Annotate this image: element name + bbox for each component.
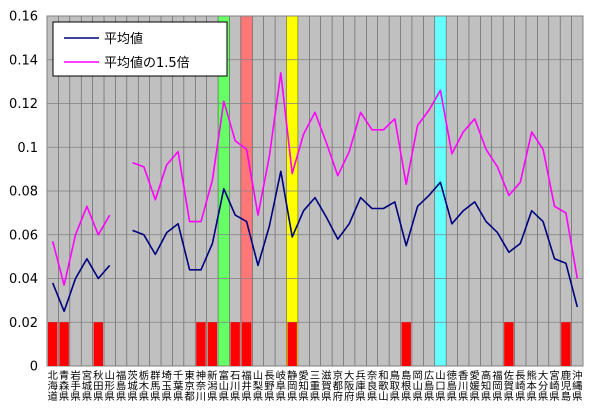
x-tick-label: 北海道 bbox=[48, 370, 59, 403]
x-tick-label: 青森県 bbox=[59, 369, 70, 403]
x-tick-label: 群馬県 bbox=[150, 369, 161, 403]
x-tick-label: 富山県 bbox=[219, 369, 229, 403]
red-marker-bar bbox=[241, 322, 252, 366]
x-tick-label: 広島県 bbox=[424, 369, 434, 403]
x-tick-label: 宮城県 bbox=[82, 369, 93, 403]
x-tick-label: 滋賀県 bbox=[321, 369, 332, 403]
x-tick-label: 福島県 bbox=[116, 369, 126, 403]
legend: 平均値 平均値の1.5倍 bbox=[52, 21, 228, 77]
x-tick-label: 千葉県 bbox=[173, 370, 184, 403]
x-tick-label: 鳥取県 bbox=[390, 369, 401, 403]
red-marker-bar bbox=[48, 322, 58, 366]
y-tick-label: 0.04 bbox=[9, 272, 38, 287]
x-tick-label: 和歌山 bbox=[378, 370, 389, 403]
x-tick-label: 山形県 bbox=[105, 370, 116, 403]
legend-label-average: 平均値 bbox=[104, 31, 143, 47]
x-tick-label: 石川県 bbox=[230, 370, 240, 403]
x-tick-label: 徳島県 bbox=[447, 369, 458, 403]
x-tick-label: 栃木県 bbox=[139, 369, 150, 403]
series-line-average bbox=[51, 257, 111, 313]
red-marker-bar bbox=[196, 322, 206, 366]
x-tick-label: 大分県 bbox=[538, 369, 548, 403]
x-axis-ticks: 北海道青森県岩手県宮城県秋田県山形県福島県茨城県栃木県群馬県埼玉県千葉県東京都神… bbox=[48, 369, 584, 403]
x-tick-label: 沖縄県 bbox=[572, 369, 583, 403]
series-line-average bbox=[132, 170, 579, 308]
y-tick-label: 0.08 bbox=[9, 185, 38, 200]
x-tick-label: 静岡県 bbox=[287, 369, 298, 403]
red-marker-bar bbox=[504, 322, 514, 366]
x-tick-label: 長野県 bbox=[264, 370, 275, 403]
y-tick-label: 0.14 bbox=[9, 53, 38, 68]
x-tick-label: 岐阜県 bbox=[276, 369, 287, 403]
x-tick-label: 新潟県 bbox=[207, 369, 217, 403]
series-lines bbox=[51, 72, 579, 313]
x-tick-label: 島根県 bbox=[401, 369, 412, 403]
x-tick-label: 兵庫県 bbox=[355, 369, 365, 403]
x-tick-label: 熊本県 bbox=[526, 369, 537, 403]
y-tick-label: 0.1 bbox=[17, 141, 38, 156]
x-tick-label: 山梨県 bbox=[253, 370, 264, 403]
y-tick-label: 0 bbox=[30, 360, 38, 375]
red-marker-bar bbox=[561, 322, 571, 366]
red-marker-bar bbox=[287, 322, 297, 366]
x-tick-label: 岡山県 bbox=[412, 370, 422, 403]
x-tick-label: 宮崎県 bbox=[549, 369, 559, 403]
x-tick-label: 鹿児島 bbox=[561, 369, 571, 403]
red-marker-bar bbox=[207, 322, 218, 366]
x-tick-label: 長崎県 bbox=[515, 370, 526, 403]
legend-label-1-5x: 平均値の1.5倍 bbox=[104, 55, 190, 71]
x-tick-label: 京都府 bbox=[333, 369, 343, 403]
red-markers bbox=[48, 322, 571, 366]
red-marker-bar bbox=[401, 322, 411, 366]
x-tick-label: 神奈川 bbox=[196, 369, 207, 403]
x-tick-label: 福岡県 bbox=[492, 369, 502, 403]
y-axis-ticks: 0 0.02 0.04 0.06 0.08 0.1 0.12 0.14 0.16 bbox=[9, 10, 38, 375]
x-tick-label: 香川県 bbox=[458, 370, 469, 403]
x-tick-label: 茨城県 bbox=[127, 369, 138, 403]
red-marker-bar bbox=[93, 322, 104, 366]
y-tick-label: 0.16 bbox=[9, 10, 38, 25]
x-tick-label: 秋田県 bbox=[93, 369, 104, 403]
series-line-1-5x bbox=[132, 72, 579, 279]
red-marker-bar bbox=[59, 322, 69, 366]
y-tick-label: 0.06 bbox=[9, 228, 38, 243]
red-marker-bar bbox=[230, 322, 240, 366]
x-tick-label: 福井県 bbox=[241, 369, 251, 403]
x-tick-label: 奈良県 bbox=[367, 369, 378, 403]
x-tick-label: 愛媛県 bbox=[469, 369, 480, 403]
series-line-1-5x bbox=[51, 205, 111, 286]
x-tick-label: 岩手県 bbox=[70, 369, 80, 403]
x-tick-label: 山口県 bbox=[435, 370, 445, 403]
plot-border bbox=[46, 15, 584, 367]
y-tick-label: 0.12 bbox=[9, 97, 38, 112]
x-tick-label: 愛知県 bbox=[298, 369, 308, 403]
x-tick-label: 三重県 bbox=[310, 370, 320, 403]
x-tick-label: 佐賀県 bbox=[504, 370, 514, 403]
x-tick-label: 埼玉県 bbox=[162, 369, 173, 403]
y-tick-label: 0.02 bbox=[9, 316, 38, 331]
x-tick-label: 大阪府 bbox=[344, 369, 355, 403]
legend-box bbox=[52, 21, 228, 77]
x-tick-label: 東京都 bbox=[184, 369, 194, 403]
x-tick-label: 高知県 bbox=[481, 369, 491, 403]
